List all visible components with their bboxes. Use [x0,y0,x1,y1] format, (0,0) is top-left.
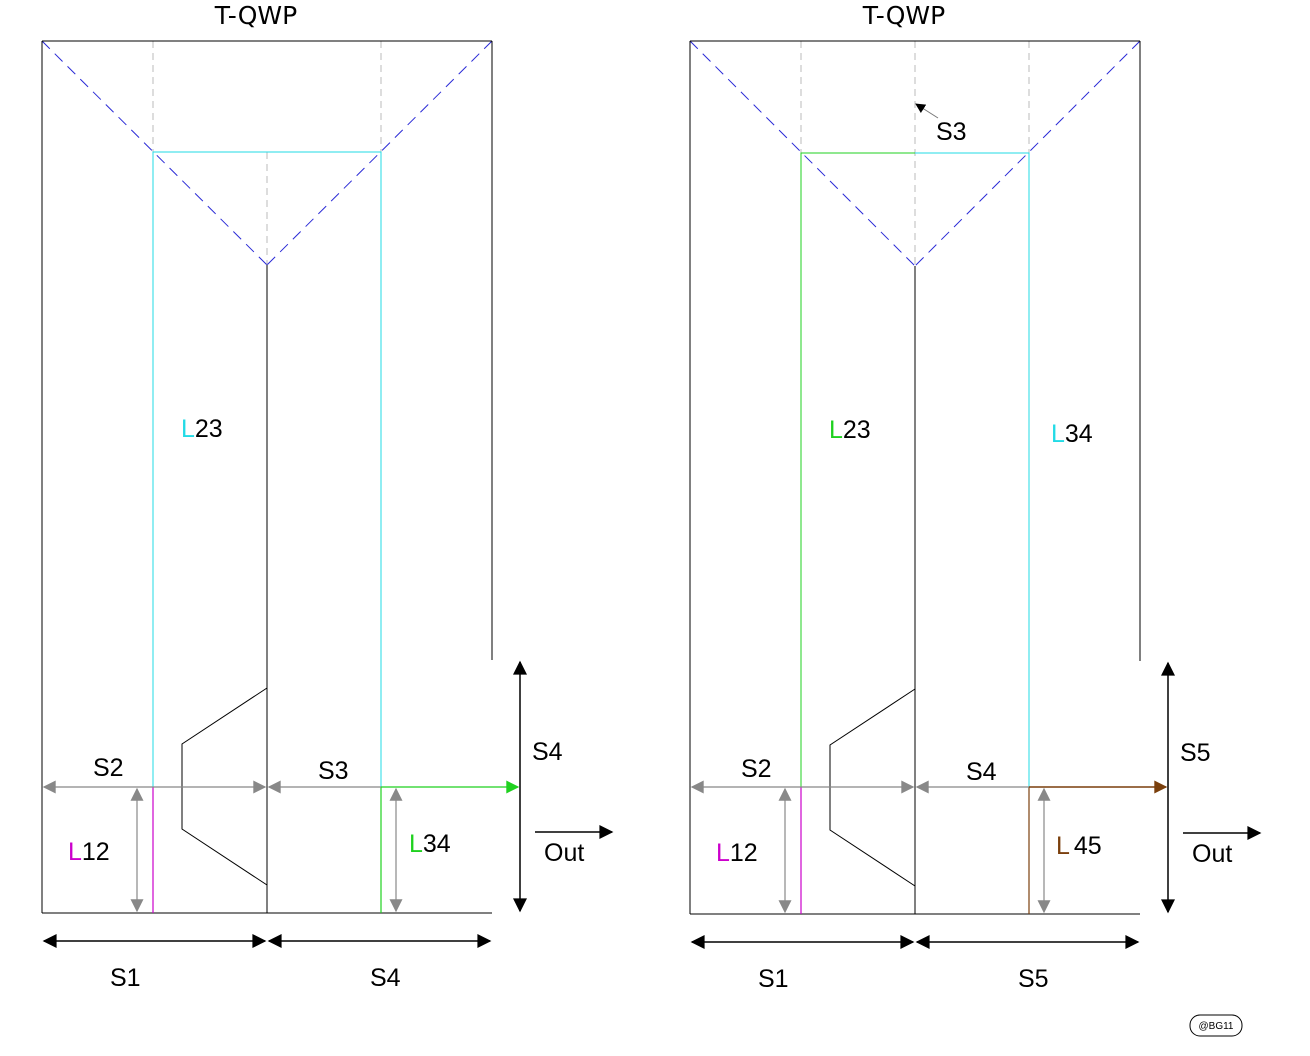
watermark-text: @BG11 [1199,1021,1234,1032]
left-S1-label: S1 [110,964,141,992]
right-S5-bottom-label: S5 [1018,965,1049,993]
right-S2-label: S2 [741,755,772,783]
right-L34-label: L34 [1051,420,1093,448]
watermark-badge: @BG11 [1189,1014,1243,1037]
right-S5-right-label: S5 [1180,739,1211,767]
left-L23-path [152,151,382,787]
right-S3-pointer [915,103,939,119]
right-S1-label: S1 [758,965,789,993]
left-enclosure [41,40,493,914]
left-out-label: Out [544,839,584,867]
left-title: T-QWP [214,1,297,30]
right-L12-label: L12 [716,839,758,867]
left-S4-bottom-label: S4 [370,964,401,992]
right-enclosure [689,40,1141,915]
left-L23-label: L23 [181,415,223,443]
left-diagram: T-QWP [41,1,614,992]
right-S3-note-label: S3 [936,118,967,146]
left-L12-label: L12 [68,838,110,866]
left-L34-label: L34 [409,830,451,858]
left-dashed-guides [41,40,493,266]
right-diagram: T-QWP [689,1,1262,993]
left-S2-label: S2 [93,754,124,782]
right-title: T-QWP [862,1,945,30]
right-L45-label: L 45 [1056,832,1102,860]
left-S4-right-label: S4 [532,738,563,766]
right-L23-label: L23 [829,416,871,444]
right-out-label: Out [1192,840,1232,868]
left-S3-label: S3 [318,757,349,785]
right-L23-path [800,152,915,787]
right-S4-label: S4 [966,758,997,786]
right-L34-path [915,152,1030,787]
